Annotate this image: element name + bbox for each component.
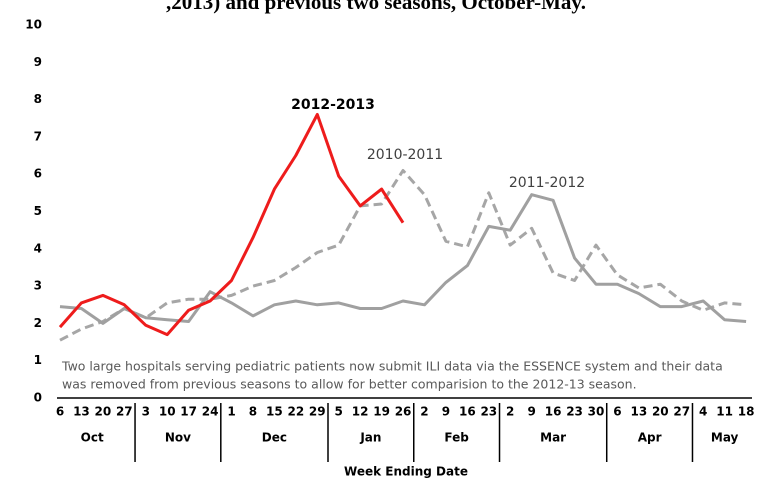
x-tick-label: 9: [528, 405, 536, 419]
y-tick-label: 3: [34, 279, 42, 293]
x-tick-label: 11: [716, 405, 733, 419]
x-tick-label: 17: [180, 405, 197, 419]
x-tick-label: 26: [395, 405, 412, 419]
x-tick-label: 12: [352, 405, 369, 419]
x-tick-label: 13: [631, 405, 648, 419]
x-tick-label: 29: [309, 405, 326, 419]
x-tick-label: 20: [95, 405, 112, 419]
series-line: [59, 193, 747, 325]
x-tick-label: 6: [56, 405, 64, 419]
series-label: 2012-2013: [291, 97, 375, 113]
series-line: [59, 169, 747, 342]
series-label: 2011-2012: [509, 175, 585, 191]
y-tick-label: 0: [34, 391, 42, 405]
month-label: Oct: [81, 431, 104, 445]
x-tick-label: 16: [545, 405, 562, 419]
annotation: was removed from previous seasons to all…: [62, 377, 637, 392]
y-tick-label: 1: [34, 353, 42, 367]
x-tick-label: 27: [673, 405, 690, 419]
x-tick-label: 18: [738, 405, 755, 419]
x-tick-label: 4: [699, 405, 707, 419]
x-tick-label: 2: [506, 405, 514, 419]
x-axis-label: Week Ending Date: [344, 465, 468, 479]
x-tick-label: 27: [116, 405, 133, 419]
x-tick-label: 10: [159, 405, 176, 419]
x-tick-label: 24: [202, 405, 219, 419]
month-label: Dec: [262, 431, 287, 445]
month-label: Mar: [540, 431, 566, 445]
y-tick-label: 8: [34, 92, 42, 106]
x-tick-label: 5: [335, 405, 343, 419]
x-tick-label: 13: [73, 405, 90, 419]
series-label: 2010-2011: [367, 147, 443, 163]
x-tick-label: 30: [588, 405, 605, 419]
x-tick-label: 23: [566, 405, 583, 419]
x-tick-label: 8: [249, 405, 257, 419]
x-tick-label: 3: [142, 405, 150, 419]
month-label: Apr: [638, 431, 662, 445]
annotation: Two large hospitals serving pediatric pa…: [61, 359, 723, 374]
month-label: Nov: [165, 431, 191, 445]
y-tick-label: 9: [34, 55, 42, 69]
y-tick-label: 2: [34, 316, 42, 330]
y-tick-label: 6: [34, 167, 42, 181]
month-label: Jan: [359, 431, 381, 445]
x-tick-label: 2: [420, 405, 428, 419]
x-tick-label: 22: [287, 405, 304, 419]
y-tick-label: 10: [25, 18, 42, 32]
x-tick-label: 9: [442, 405, 450, 419]
month-label: Feb: [444, 431, 469, 445]
x-tick-label: 6: [613, 405, 621, 419]
x-tick-label: 15: [266, 405, 283, 419]
x-tick-label: 16: [459, 405, 476, 419]
x-tick-label: 19: [373, 405, 390, 419]
chart-title: ,2013) and previous two seasons, October…: [166, 0, 586, 14]
y-tick-label: 5: [34, 204, 42, 218]
y-tick-label: 4: [34, 241, 42, 255]
x-tick-label: 20: [652, 405, 669, 419]
month-label: May: [711, 431, 739, 445]
x-tick-label: 23: [480, 405, 497, 419]
y-tick-label: 7: [34, 129, 42, 143]
x-tick-label: 1: [227, 405, 235, 419]
series-line: [58, 113, 405, 337]
